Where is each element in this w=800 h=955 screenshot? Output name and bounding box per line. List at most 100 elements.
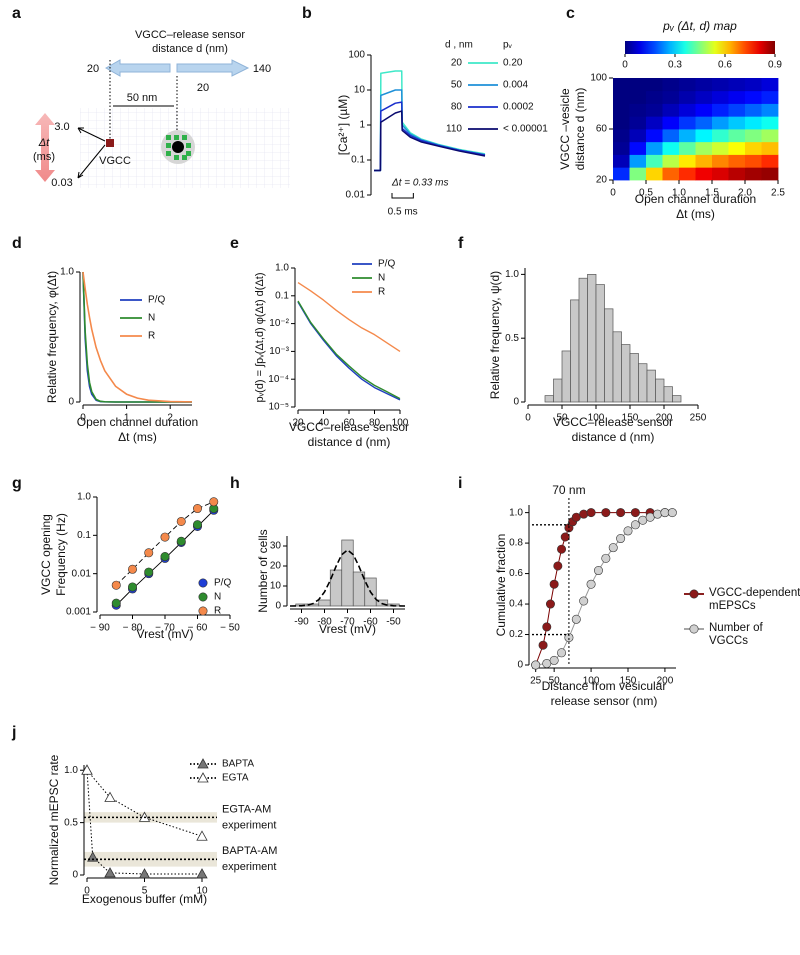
heat-cell [613,129,630,143]
x-tick-label: 0.5 [639,188,653,199]
legend-label: 110 [446,124,462,135]
marker [104,867,116,878]
marker [87,851,99,862]
x-axis-label: Distance from vesicular [542,679,667,693]
heat-cell [745,129,762,143]
x-tick-label: 40 [318,418,330,429]
heat-cell [761,129,779,143]
heat-cell [695,154,713,168]
scale-bar [391,193,414,199]
heat-cell [646,116,663,130]
heat-cell [629,167,647,181]
legend-label: R [214,606,221,617]
panel-a: a VGCC–release sensor distance d (nm) 20… [12,5,290,189]
heat-cell [728,78,746,92]
bar [638,363,648,403]
heat-cell [712,167,729,181]
legend-pv: 0.0002 [503,102,534,113]
x-axis-label: Vrest (mV) [137,627,194,641]
y-axis-label: distance d (nm) [573,88,587,171]
series-line [297,281,401,352]
heat-cell [745,103,762,117]
marker [593,566,603,576]
x-tick-label: 20 [292,418,304,429]
panel-label: h [230,475,240,492]
y-tick-label: 0.5 [64,817,78,828]
legend-pv: 0.004 [503,80,528,91]
panel-label: i [458,475,462,492]
marker [160,532,170,542]
heat-cell [613,103,630,117]
heat-cell [613,90,630,104]
x-tick-label: 0 [525,413,531,424]
x-tick-label: 0 [610,188,616,199]
band-label: BAPTA-AM [222,845,277,857]
x-tick-label: 200 [657,676,674,687]
legend-entry: Number of VGCCs [709,622,763,647]
annotation: Δt = 0.33 ms [391,178,448,189]
vgcc [106,139,114,147]
marker [601,508,611,518]
y-axis-label: VGCC opening [39,514,53,595]
heat-cell [745,90,762,104]
heat-cell [646,78,663,92]
x-tick-label: 1.0 [672,188,686,199]
legend-label: N [378,273,385,284]
heat-cell [712,154,729,168]
bar [544,395,554,403]
annotation: 70 nm [552,483,585,497]
y-tick-label: 0 [68,397,74,408]
colorbar-tick-label: 0 [622,60,628,71]
dt-arrow [35,113,55,182]
heat-cell [761,167,779,181]
x-tick-label: 2 [167,413,173,424]
heat-cell [695,141,713,155]
marker [571,614,581,624]
legend-marker [197,758,209,769]
y-tick-label: 30 [270,541,282,552]
heat-cell [646,167,663,181]
y-tick-label: 0.001 [66,607,91,618]
y-axis-label: Number of cells [256,529,270,612]
heat-cell [745,167,762,181]
series-line [82,271,192,403]
legend-label: EGTA [222,773,249,784]
x-tick-label: -60 [363,617,378,628]
x-tick-label: 200 [656,413,673,424]
right-value: 20 [197,82,209,94]
series-line [82,271,193,403]
y-tick-label: 0.01 [72,568,92,579]
colorbar-tick-label: 0.9 [768,60,782,71]
legend-pv: 0.20 [503,58,523,69]
marker [176,516,186,526]
channel-label: VGCC [99,155,131,167]
marker [128,564,138,574]
heat-cell [712,90,729,104]
legend-header: d , nm [445,40,473,51]
legend-entry: VGCC-dependent mEPSCs [709,587,800,612]
sensors [166,135,191,160]
x-tick-label: -80 [317,617,332,628]
heat-cell [629,154,647,168]
x-tick-label: − 50 [220,623,240,634]
x-axis-label: release sensor (nm) [551,694,658,708]
legend-marker [689,589,699,599]
marker [176,536,186,546]
heat-cell [629,116,647,130]
legend-marker [689,624,699,634]
x-axis-label: Open channel duration [77,415,198,429]
colorbar [625,41,775,54]
bar [646,369,656,403]
marker [553,561,563,571]
x-tick-label: 0 [80,413,86,424]
x-tick-label: 0 [84,886,90,897]
bar [578,277,588,403]
bar [621,344,631,403]
marker [111,580,121,590]
bar [553,378,563,403]
y-tick-label: 0 [517,660,523,671]
bar [663,386,673,403]
marker [601,553,611,563]
heat-cell [728,116,746,130]
